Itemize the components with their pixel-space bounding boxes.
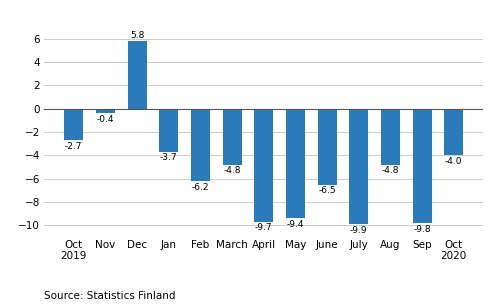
Bar: [128, 41, 146, 109]
Bar: [317, 109, 337, 185]
Bar: [159, 109, 178, 152]
Bar: [413, 109, 431, 223]
Bar: [191, 109, 210, 181]
Text: Source: Statistics Finland: Source: Statistics Finland: [44, 291, 176, 301]
Text: -0.4: -0.4: [97, 115, 114, 124]
Text: 5.8: 5.8: [130, 31, 144, 40]
Text: -9.9: -9.9: [350, 226, 368, 235]
Bar: [254, 109, 273, 222]
Text: -9.4: -9.4: [286, 220, 304, 229]
Text: -9.7: -9.7: [255, 223, 273, 232]
Bar: [286, 109, 305, 219]
Text: -2.7: -2.7: [65, 142, 82, 151]
Bar: [381, 109, 400, 165]
Text: -4.8: -4.8: [382, 166, 399, 175]
Bar: [96, 109, 115, 113]
Bar: [349, 109, 368, 224]
Text: -6.5: -6.5: [318, 186, 336, 195]
Bar: [223, 109, 242, 165]
Text: -3.7: -3.7: [160, 153, 177, 162]
Text: -4.0: -4.0: [445, 157, 462, 166]
Bar: [444, 109, 463, 155]
Text: -4.8: -4.8: [223, 166, 241, 175]
Bar: [64, 109, 83, 140]
Text: -6.2: -6.2: [192, 182, 209, 192]
Text: -9.8: -9.8: [413, 225, 431, 233]
